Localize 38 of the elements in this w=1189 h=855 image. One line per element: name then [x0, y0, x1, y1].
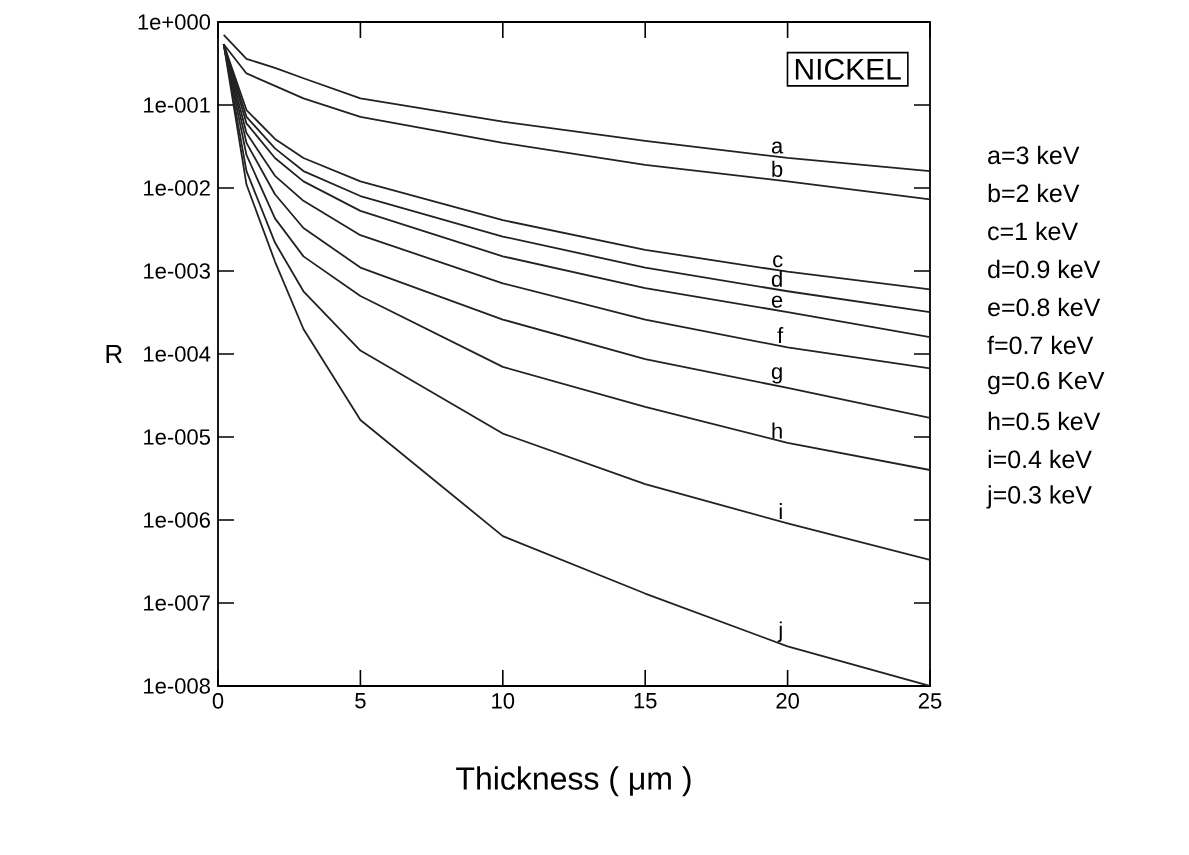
text: a=3 keV [988, 145, 1080, 165]
y-tick-label: 1e-001 [144, 97, 210, 113]
y-tick-label: 1e-004 [144, 346, 211, 362]
x-tick-label: 25 [918, 693, 942, 709]
series-label: b [772, 160, 783, 178]
series-label: g [771, 367, 782, 384]
series-label: j [777, 621, 782, 642]
text: e=0.8 keV [988, 297, 1101, 317]
y-tick-label: 1e-007 [144, 595, 210, 611]
text: j=0.3 keV [986, 485, 1092, 509]
y-tick-label: 1e-003 [144, 263, 210, 279]
annotation: NICKEL [795, 58, 901, 80]
x-axis-title: Thickness ( μm ) [456, 766, 691, 797]
y-tick-label: 1e-005 [144, 429, 210, 445]
x-tick-label: 5 [355, 693, 366, 709]
x-tick-label: 0 [212, 693, 224, 709]
series-label: d [771, 270, 782, 287]
text: d=0.9 keV [988, 259, 1101, 279]
series-label: a [771, 141, 784, 154]
text: c=1 keV [988, 221, 1078, 241]
text: i=0.4 keV [988, 449, 1092, 469]
series-label: h [772, 422, 782, 439]
y-tick-label: 1e+000 [138, 14, 211, 30]
text: f=0.7 keV [987, 335, 1094, 355]
text: b=2 keV [988, 183, 1080, 203]
y-axis-title: R [106, 345, 122, 363]
x-tick-label: 20 [776, 693, 799, 709]
series-label: f [777, 327, 784, 344]
x-tick-label: 10 [492, 693, 515, 709]
series-label: e [771, 295, 783, 308]
text: g=0.6 KeV [988, 371, 1105, 395]
y-tick-label: 1e-006 [144, 512, 210, 528]
x-tick-label: 15 [634, 693, 657, 709]
y-tick-label: 1e-008 [144, 678, 210, 694]
y-tick-label: 1e-002 [144, 180, 210, 196]
series-label: c [773, 255, 783, 268]
text: h=0.5 keV [988, 411, 1101, 431]
series-label: i [779, 503, 782, 519]
